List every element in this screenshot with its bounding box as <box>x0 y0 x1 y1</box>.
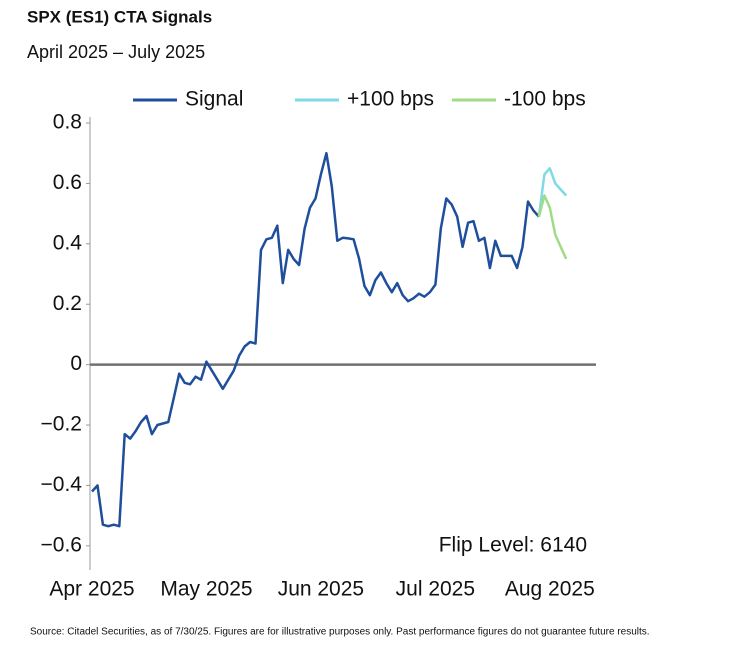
source-note: Source: Citadel Securities, as of 7/30/2… <box>30 627 650 638</box>
x-tick-label: Jul 2025 <box>396 578 475 601</box>
y-tick-label: −0.2 <box>41 413 82 436</box>
x-tick-label: May 2025 <box>160 578 252 601</box>
x-tick-label: Aug 2025 <box>505 578 595 601</box>
y-tick-label: 0.2 <box>53 292 82 315</box>
x-tick-label: Apr 2025 <box>49 578 134 601</box>
legend-label: Signal <box>185 88 243 111</box>
chart-title: SPX (ES1) CTA Signals <box>27 7 212 26</box>
y-tick-label: 0 <box>70 352 82 375</box>
legend-label: +100 bps <box>347 88 434 111</box>
legend-label: -100 bps <box>504 88 586 111</box>
y-tick-label: 0.4 <box>53 231 83 254</box>
series-line <box>537 167 568 217</box>
series-line <box>91 151 540 528</box>
chart-subtitle: April 2025 – July 2025 <box>27 42 205 62</box>
y-tick-label: −0.4 <box>41 473 83 496</box>
x-tick-label: Jun 2025 <box>278 578 364 601</box>
y-tick-label: 0.8 <box>53 111 82 134</box>
y-tick-label: 0.6 <box>53 171 82 194</box>
annotation: Flip Level: 6140 <box>439 534 587 557</box>
y-tick-label: −0.6 <box>41 533 82 556</box>
series-line <box>537 194 568 260</box>
